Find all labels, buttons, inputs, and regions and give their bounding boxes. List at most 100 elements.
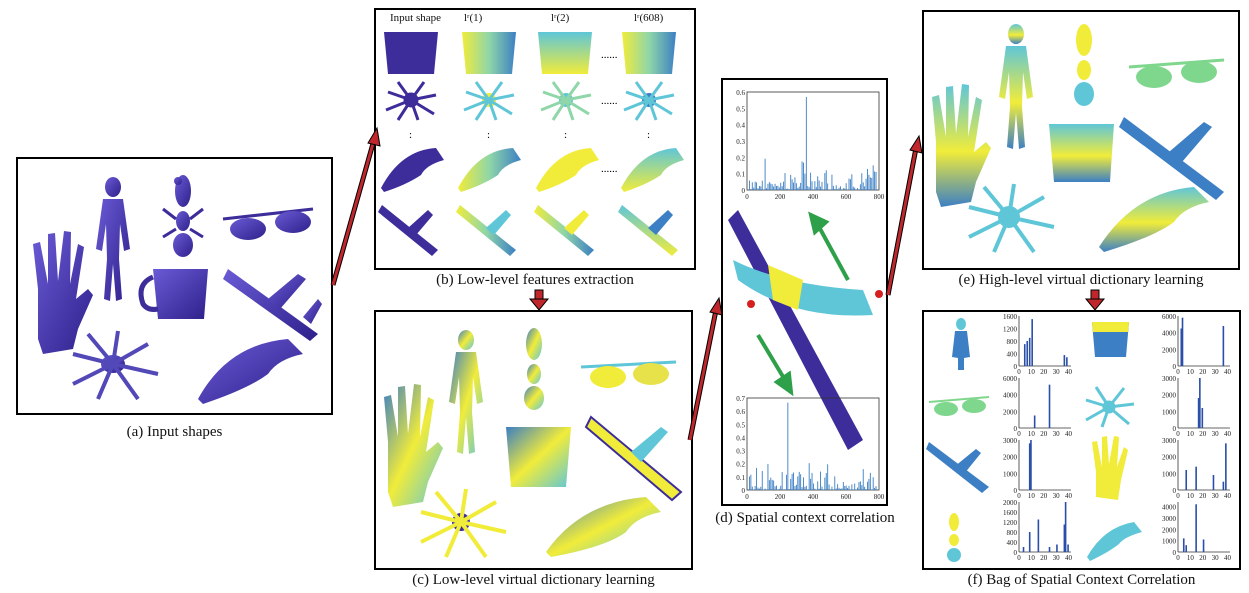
hist-bar bbox=[821, 181, 823, 190]
hist-bar bbox=[838, 187, 840, 190]
hist-xtick-label: 0 bbox=[745, 193, 749, 201]
hist-bar bbox=[832, 185, 834, 190]
hist-bar bbox=[770, 183, 772, 190]
hist-bar bbox=[803, 162, 804, 190]
chart-bar bbox=[1063, 355, 1066, 366]
hist-bar bbox=[814, 181, 816, 190]
hist-bar bbox=[784, 173, 786, 190]
row-cup bbox=[384, 32, 676, 74]
hist-bar bbox=[804, 173, 806, 190]
hist-bar bbox=[767, 463, 769, 490]
hist-bar bbox=[785, 474, 787, 490]
hist-bar bbox=[811, 472, 813, 490]
hist-ytick-label: 0.7 bbox=[736, 395, 745, 403]
hist-bar bbox=[794, 177, 796, 190]
hist-bar bbox=[861, 173, 863, 190]
hist-bar bbox=[808, 187, 810, 190]
ant-shape-e bbox=[1074, 24, 1094, 106]
hist-bar bbox=[774, 183, 776, 190]
dolphin-shape bbox=[198, 339, 303, 404]
hist-bar bbox=[781, 186, 783, 190]
green-arrow-up bbox=[808, 211, 850, 281]
thumb-ant bbox=[947, 513, 961, 562]
panel-spatial-context: 0.6 0.5 0.4 0.3 0.2 0.1 0 0 200 400 600 800 0.7 0.6 0… bbox=[721, 78, 888, 506]
hist-bar bbox=[849, 179, 851, 190]
hist-bar bbox=[861, 485, 863, 490]
chart-xtick-label: 0 bbox=[1176, 430, 1180, 438]
hist-bar bbox=[784, 489, 786, 490]
hist-bar bbox=[864, 486, 866, 490]
hist-bar bbox=[821, 486, 823, 490]
chart-ytick-label: 0 bbox=[1173, 487, 1177, 495]
chart-xtick-label: 0 bbox=[1017, 554, 1021, 562]
hist-bar bbox=[837, 189, 839, 190]
hist-bar bbox=[862, 469, 864, 490]
row-dolphin bbox=[381, 148, 684, 192]
chart-xtick-label: 10 bbox=[1028, 368, 1036, 376]
chart-ytick-label: 2000 bbox=[1162, 526, 1177, 534]
hist-bar bbox=[835, 185, 837, 190]
hist-ytick-label: 0.1 bbox=[736, 171, 745, 179]
octopus-shape-c bbox=[420, 488, 507, 559]
hist-bar bbox=[848, 178, 850, 190]
chart-xtick-label: 0 bbox=[1176, 492, 1180, 500]
chart-xtick-label: 20 bbox=[1199, 554, 1207, 562]
chart-bar bbox=[1026, 341, 1029, 366]
hist-bar bbox=[845, 183, 847, 190]
chart-xtick-label: 40 bbox=[1065, 492, 1073, 500]
hist-bar bbox=[758, 488, 760, 490]
hist-bar bbox=[788, 489, 790, 490]
bar-chart-3: 6000 4000 2000 00 10 20 30 40 bbox=[1003, 375, 1073, 438]
hist-bar bbox=[805, 485, 807, 490]
chart-xtick-label: 30 bbox=[1053, 430, 1061, 438]
hist-bar bbox=[851, 484, 853, 490]
hist-bar bbox=[841, 488, 843, 490]
hist-bar bbox=[808, 463, 810, 490]
hist-bar bbox=[844, 485, 846, 490]
hist-bar bbox=[817, 176, 819, 190]
hist-bar bbox=[776, 485, 777, 490]
hist-bar bbox=[776, 185, 777, 190]
hist-bar bbox=[749, 476, 750, 490]
bar-chart-7: 2000 1600 1200 800 400 00 10 20 30 40 bbox=[1003, 499, 1073, 562]
chart-xtick-label: 20 bbox=[1199, 492, 1207, 500]
hist-bar bbox=[754, 181, 756, 190]
chart-bar bbox=[1225, 443, 1227, 490]
hist-bar bbox=[874, 487, 876, 490]
chart-ytick-label: 6000 bbox=[1162, 313, 1177, 321]
hist-ytick-label: 0.2 bbox=[736, 154, 745, 162]
hist-ytick-label: 0 bbox=[742, 187, 746, 195]
dolphin-shape-c bbox=[546, 497, 661, 557]
hist-bar bbox=[790, 478, 792, 490]
chart-ytick-label: 800 bbox=[1007, 529, 1018, 537]
caption-f: (f) Bag of Spatial Context Correlation bbox=[967, 572, 1196, 588]
chart-ytick-label: 2000 bbox=[1003, 454, 1018, 462]
hist-bar bbox=[787, 402, 789, 490]
chart-ytick-label: 2000 bbox=[1162, 454, 1177, 462]
hist-bar bbox=[803, 477, 804, 490]
chart-bar bbox=[1222, 326, 1225, 366]
chart-xtick-label: 20 bbox=[1040, 430, 1048, 438]
thumb-cup bbox=[1092, 322, 1129, 357]
hist-bar bbox=[845, 485, 847, 490]
hist-ytick-label: 0.5 bbox=[736, 105, 745, 113]
hist-bar bbox=[840, 488, 841, 490]
arrow-a-to-b bbox=[330, 126, 381, 286]
hist-bar bbox=[858, 482, 860, 490]
cup-shape bbox=[138, 269, 208, 319]
chart-bar bbox=[1048, 384, 1051, 428]
thumb-hand bbox=[1092, 436, 1128, 500]
cup-shape-e bbox=[1049, 124, 1114, 182]
chart-xtick-label: 0 bbox=[1017, 368, 1021, 376]
hist-bar bbox=[781, 472, 783, 490]
bar-chart-5: 3000 2000 1000 00 10 20 30 40 bbox=[1003, 437, 1073, 500]
hist-bar bbox=[818, 488, 820, 490]
caption-b: (b) Low-level features extraction bbox=[436, 272, 634, 288]
hist-bar bbox=[831, 174, 833, 190]
chart-xtick-label: 20 bbox=[1199, 368, 1207, 376]
octopus-shape-e bbox=[968, 183, 1055, 254]
chart-bar bbox=[1048, 547, 1051, 552]
hist-bar bbox=[778, 187, 780, 190]
hist-xtick-label: 0 bbox=[745, 493, 749, 501]
chart-ytick-label: 1000 bbox=[1162, 408, 1177, 416]
